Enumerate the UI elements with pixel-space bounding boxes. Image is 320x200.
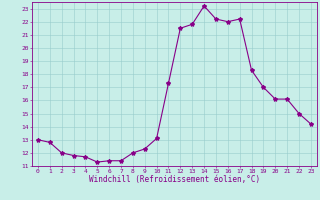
X-axis label: Windchill (Refroidissement éolien,°C): Windchill (Refroidissement éolien,°C) (89, 175, 260, 184)
